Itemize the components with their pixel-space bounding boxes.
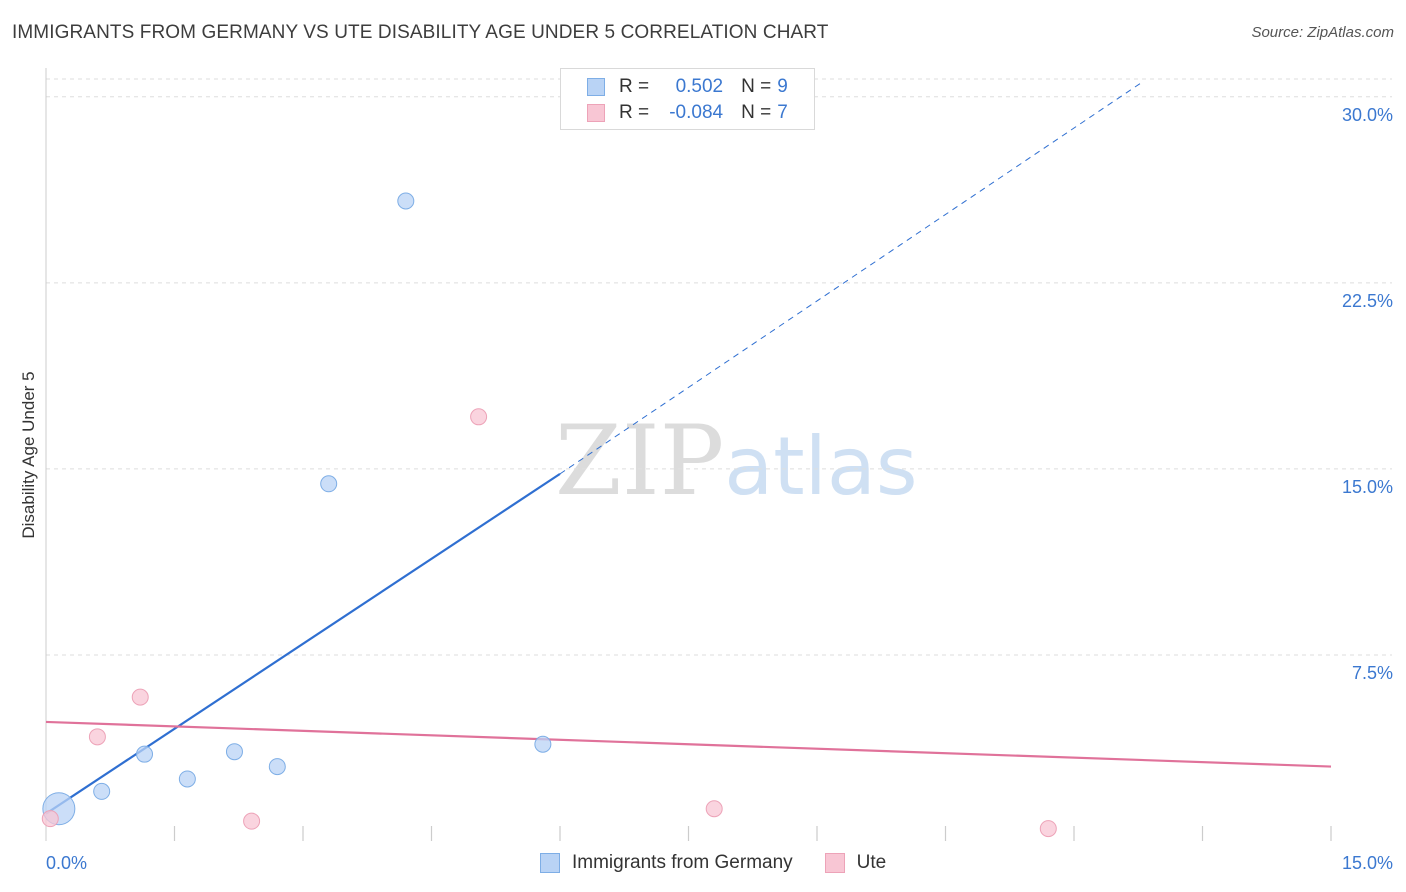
r-label: R = [619,76,650,97]
germany-swatch [587,78,605,96]
data-point-pink [131,688,149,706]
y-axis-label: Disability Age Under 5 [19,371,38,538]
stats-row-germany: R = 0.502 N = 9 [587,74,788,100]
legend-label-germany: Immigrants from Germany [572,852,793,873]
ute-swatch [587,104,605,122]
trend-line-extension-blue [559,81,1143,475]
data-point-blue [320,475,338,493]
data-point-blue [178,770,196,788]
data-point-pink [41,810,59,828]
trend-line-pink [45,720,1332,768]
r-value: -0.084 [669,102,724,123]
data-point-pink [470,408,488,426]
ute-legend-swatch [824,853,845,873]
stats-legend: R = 0.502 N = 9 R = -0.084 N = 7 [560,68,815,130]
data-point-pink [705,800,723,818]
y-tick-label: 22.5% [1342,291,1393,311]
legend-label-ute: Ute [856,852,887,873]
n-value: 9 [777,76,788,97]
data-point-blue [93,782,111,800]
data-point-blue [225,743,243,761]
x-tick-label: 15.0% [1342,853,1393,873]
y-tick-label: 15.0% [1342,477,1393,497]
data-point-pink [88,728,106,746]
chart-title: IMMIGRANTS FROM GERMANY VS UTE DISABILIT… [12,22,829,43]
source-label: Source: ZipAtlas.com [1251,24,1394,41]
n-label: N = [741,76,772,97]
series-legend: Immigrants from Germany Ute [540,852,918,874]
y-tick-label: 30.0% [1342,105,1393,125]
data-point-blue [268,758,286,776]
r-label: R = [619,102,650,123]
n-label: N = [741,102,772,123]
data-point-pink [243,812,261,830]
data-point-blue [534,735,552,753]
data-point-pink [1039,820,1057,838]
data-point-blue [136,745,154,763]
trend-line-blue [45,472,561,815]
y-tick-label: 7.5% [1352,663,1393,683]
data-point-blue [397,192,415,210]
germany-legend-swatch [540,853,560,873]
stats-row-ute: R = -0.084 N = 7 [587,100,788,126]
x-tick-label: 0.0% [46,853,87,873]
legend-item-ute[interactable]: Ute [824,852,887,874]
legend-item-germany[interactable]: Immigrants from Germany [540,852,793,874]
n-value: 7 [777,102,788,123]
r-value: 0.502 [675,76,724,97]
